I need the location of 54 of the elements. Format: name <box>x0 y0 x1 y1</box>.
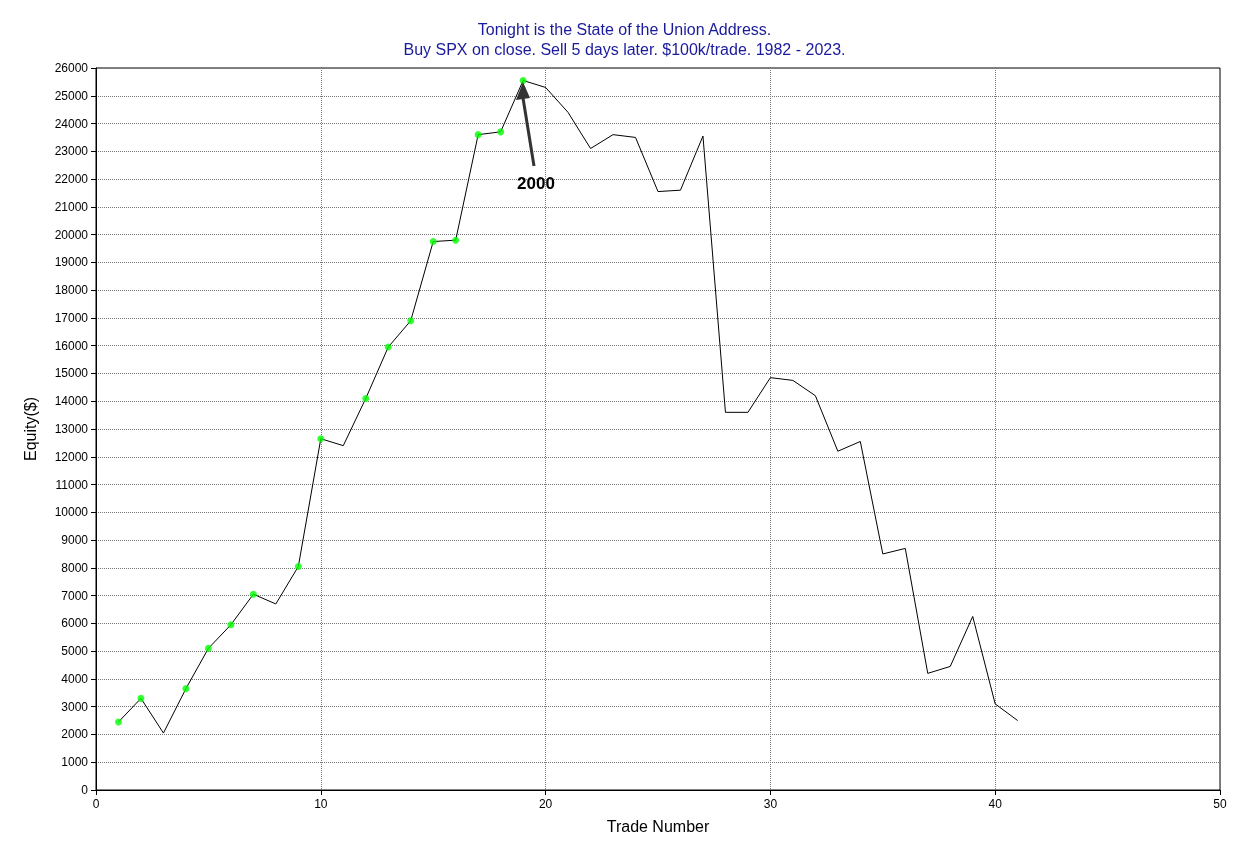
chart-subtitle: Buy SPX on close. Sell 5 days later. $100k/trade. 1982 - 2023. <box>403 40 846 58</box>
point <box>227 621 235 629</box>
y-tick-label: 17000 <box>54 310 89 325</box>
point <box>249 590 257 598</box>
y-tick-label: 9000 <box>61 533 89 548</box>
x-tick-label: 0 <box>92 797 100 811</box>
y-tick-label: 11000 <box>55 477 89 492</box>
point <box>474 131 482 139</box>
y-tick-label: 21000 <box>54 199 89 214</box>
x-tick-label: 10 <box>314 797 328 811</box>
point <box>294 562 302 570</box>
y-tick-label: 22000 <box>54 172 89 187</box>
y-axis-title: Equity($) <box>21 396 39 462</box>
y-tick-label: 4000 <box>61 671 89 686</box>
y-tick-label: 8000 <box>61 560 89 575</box>
y-tick-label: 2000 <box>61 727 89 742</box>
point <box>407 317 415 325</box>
point <box>362 394 370 402</box>
y-tick-label: 24000 <box>54 116 89 131</box>
y-tick-label: 19000 <box>54 255 89 270</box>
x-tick-label: 20 <box>538 797 553 811</box>
y-tick-label: 1000 <box>61 755 89 770</box>
annotation: 2000 <box>517 174 555 195</box>
y-tick-label: 12000 <box>54 449 89 464</box>
y-tick-label: 0 <box>81 783 89 797</box>
x-tick-label: 40 <box>988 797 1003 811</box>
point <box>519 77 527 84</box>
y-tick-label: 15000 <box>54 366 89 381</box>
point <box>204 644 212 652</box>
y-tick-label: 23000 <box>54 144 89 159</box>
point <box>182 685 190 693</box>
x-tick-label: 30 <box>763 797 778 811</box>
y-tick-label: 25000 <box>54 88 89 103</box>
y-tick-label: 20000 <box>54 227 89 242</box>
point <box>452 236 460 244</box>
y-tick-label: 18000 <box>54 283 89 298</box>
y-tick-label: 6000 <box>61 616 89 631</box>
y-tick-label: 7000 <box>61 588 89 603</box>
point <box>384 343 392 351</box>
x-tick-label: 50 <box>1213 797 1227 811</box>
y-tick-label: 26000 <box>54 61 89 75</box>
point <box>317 435 325 443</box>
y-tick-label: 3000 <box>61 699 89 714</box>
y-tick-label: 5000 <box>61 644 89 659</box>
point <box>137 694 145 702</box>
x-axis-title: Trade Number <box>606 817 710 835</box>
y-tick-label: 13000 <box>54 422 89 436</box>
point <box>497 128 505 136</box>
y-tick-label: 10000 <box>54 505 89 520</box>
point <box>429 238 437 246</box>
y-tick-label: 16000 <box>54 338 89 353</box>
point <box>114 718 122 726</box>
chart-title: Tonight is the State of the Union Address. <box>477 20 772 38</box>
y-tick-label: 14000 <box>54 394 89 409</box>
